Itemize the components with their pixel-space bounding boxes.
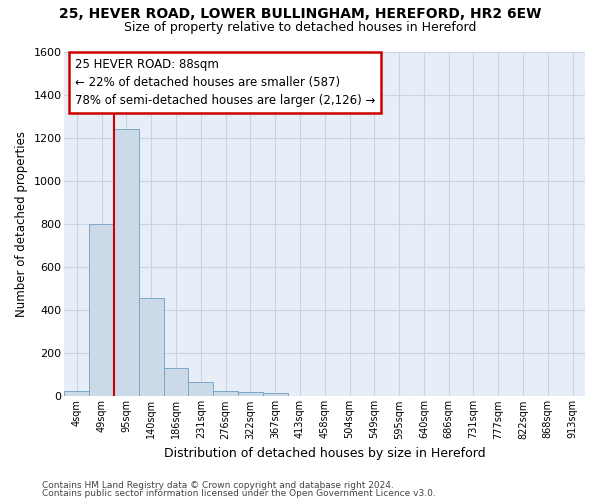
Bar (188, 382, 213, 396)
Y-axis label: Number of detached properties: Number of detached properties (15, 131, 28, 317)
Text: 25 HEVER ROAD: 88sqm
← 22% of detached houses are smaller (587)
78% of semi-deta: 25 HEVER ROAD: 88sqm ← 22% of detached h… (75, 58, 375, 108)
X-axis label: Distribution of detached houses by size in Hereford: Distribution of detached houses by size … (164, 447, 485, 460)
Bar (89, 224, 114, 396)
Bar (263, 393, 287, 396)
Bar (238, 392, 263, 396)
Text: Contains public sector information licensed under the Open Government Licence v3: Contains public sector information licen… (42, 488, 436, 498)
Text: 25, HEVER ROAD, LOWER BULLINGHAM, HEREFORD, HR2 6EW: 25, HEVER ROAD, LOWER BULLINGHAM, HEREFO… (59, 8, 541, 22)
Text: Size of property relative to detached houses in Hereford: Size of property relative to detached ho… (124, 21, 476, 34)
Bar (114, 129, 139, 396)
Bar (139, 298, 164, 396)
Bar (64, 391, 89, 396)
Text: Contains HM Land Registry data © Crown copyright and database right 2024.: Contains HM Land Registry data © Crown c… (42, 481, 394, 490)
Bar (213, 391, 238, 396)
Bar (164, 368, 188, 396)
